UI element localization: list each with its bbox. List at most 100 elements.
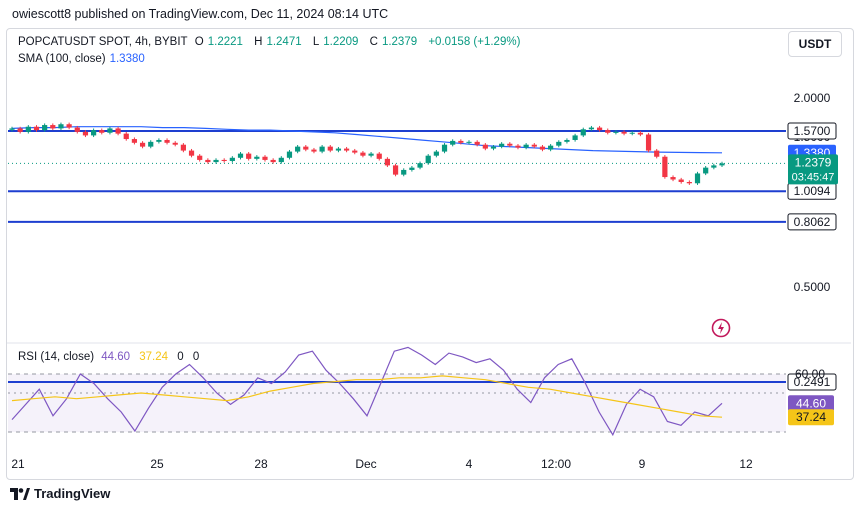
- time-tick-1: 25: [150, 457, 164, 471]
- candle-body-55: [458, 140, 464, 143]
- rsi-value-tag: 44.60: [796, 396, 826, 410]
- candle-body-33: [278, 157, 284, 163]
- candle-body-50: [417, 163, 423, 168]
- candle-body-36: [303, 146, 309, 150]
- candle-body-81: [670, 177, 676, 180]
- last-price-tag-bg: [788, 154, 838, 185]
- level-tag-bg-3: [787, 213, 837, 231]
- candle-body-8: [74, 127, 80, 132]
- candle-body-30: [254, 156, 260, 159]
- footer-brand[interactable]: TradingView: [10, 486, 110, 501]
- close-value: 1.2379: [381, 36, 418, 48]
- high-label: H: [254, 36, 263, 48]
- candle-body-43: [360, 152, 366, 156]
- footer-brand-label: TradingView: [34, 486, 111, 501]
- candle-body-79: [654, 150, 660, 157]
- symbol-name[interactable]: POPCATUSDT SPOT, 4h, BYBIT: [18, 36, 188, 48]
- candle-body-67: [556, 141, 562, 146]
- sma-value: 1.3380: [109, 53, 145, 65]
- high-value: 1.2471: [266, 36, 302, 48]
- candle-body-47: [392, 165, 399, 175]
- candle-body-22: [188, 150, 195, 156]
- candle-body-54: [450, 140, 456, 145]
- rsi-zero-2: 0: [192, 351, 200, 363]
- candle-body-17: [148, 141, 154, 147]
- candle-body-34: [286, 151, 293, 158]
- candle-body-37: [311, 149, 317, 152]
- candle-body-29: [246, 153, 252, 159]
- sma-legend[interactable]: SMA (100, close) 1.3380: [18, 53, 145, 65]
- candle-body-76: [629, 132, 635, 134]
- candle-body-1: [17, 128, 23, 132]
- candle-body-25: [213, 159, 219, 163]
- candle-body-39: [327, 146, 333, 151]
- rsi-label: RSI (14, close): [18, 351, 95, 363]
- time-tick-5: 12:00: [541, 457, 571, 471]
- candle-body-41: [343, 148, 350, 151]
- candle-body-60: [499, 143, 505, 147]
- level-tag-3: 0.8062: [794, 215, 831, 229]
- candle-body-68: [564, 139, 570, 142]
- level-tag-bg-4: [787, 373, 837, 391]
- candle-body-18: [156, 139, 162, 142]
- candle-body-74: [613, 131, 619, 133]
- candle-body-13: [115, 128, 121, 134]
- level-tag-0: 1.5700: [794, 124, 831, 138]
- candle-body-24: [205, 159, 211, 163]
- lightning-icon[interactable]: [711, 318, 731, 338]
- candle-body-53: [441, 144, 448, 152]
- price-chart[interactable]: 2.00001.50000.50001.57001.33801.00940.80…: [0, 0, 860, 478]
- candle-body-5: [50, 125, 56, 129]
- candle-body-28: [237, 153, 244, 158]
- rsi-legend[interactable]: RSI (14, close) 44.60 37.24 0 0: [18, 351, 199, 363]
- countdown-tag: 03:45:47: [792, 171, 835, 183]
- time-tick-4: 4: [466, 457, 473, 471]
- level-tag-bg-0: [787, 122, 837, 140]
- candle-body-57: [474, 141, 480, 145]
- candle-body-15: [131, 139, 138, 143]
- candle-body-78: [645, 134, 652, 151]
- candle-body-64: [531, 144, 537, 147]
- candle-body-84: [694, 173, 701, 184]
- candle-body-20: [172, 142, 178, 145]
- candle-body-11: [99, 130, 105, 133]
- candle-body-26: [221, 159, 227, 161]
- candle-body-61: [507, 143, 513, 146]
- candle-body-46: [384, 158, 391, 166]
- candle-body-40: [335, 148, 342, 151]
- sma-label: SMA (100, close): [18, 53, 106, 65]
- candle-body-12: [107, 128, 113, 133]
- time-tick-2: 28: [254, 457, 268, 471]
- candle-body-70: [580, 129, 586, 136]
- open-label: O: [194, 36, 204, 48]
- candle-body-75: [621, 131, 627, 134]
- low-value: 1.2209: [323, 36, 359, 48]
- last-price-tag: 1.2379: [795, 155, 832, 169]
- candle-body-42: [352, 150, 358, 153]
- open-value: 1.2221: [207, 36, 243, 48]
- candle-body-38: [319, 146, 325, 152]
- rsi-band: [8, 374, 786, 432]
- candle-body-23: [197, 155, 203, 160]
- rsi-tick-60: 60.00: [795, 367, 825, 381]
- currency-button[interactable]: USDT: [788, 31, 842, 57]
- candle-body-86: [711, 165, 717, 168]
- price-tick-2: 0.5000: [794, 280, 831, 294]
- level-tag-2: 1.0094: [794, 184, 831, 198]
- candle-body-62: [515, 145, 521, 148]
- time-tick-7: 12: [739, 457, 753, 471]
- candle-body-16: [139, 142, 146, 147]
- rsi-line: [11, 346, 723, 437]
- candle-body-44: [368, 153, 374, 156]
- close-label: C: [369, 36, 378, 48]
- candle-body-82: [678, 179, 684, 183]
- time-tick-3: Dec: [355, 457, 376, 471]
- candle-body-69: [572, 135, 578, 140]
- rsi-ma-tag: 37.24: [796, 410, 826, 424]
- candle-body-10: [91, 130, 97, 136]
- chart-frame: [6, 28, 854, 480]
- candle-body-48: [401, 169, 407, 175]
- low-label: L: [312, 36, 320, 48]
- tradingview-logo-icon: [10, 487, 30, 500]
- candle-body-2: [25, 126, 31, 132]
